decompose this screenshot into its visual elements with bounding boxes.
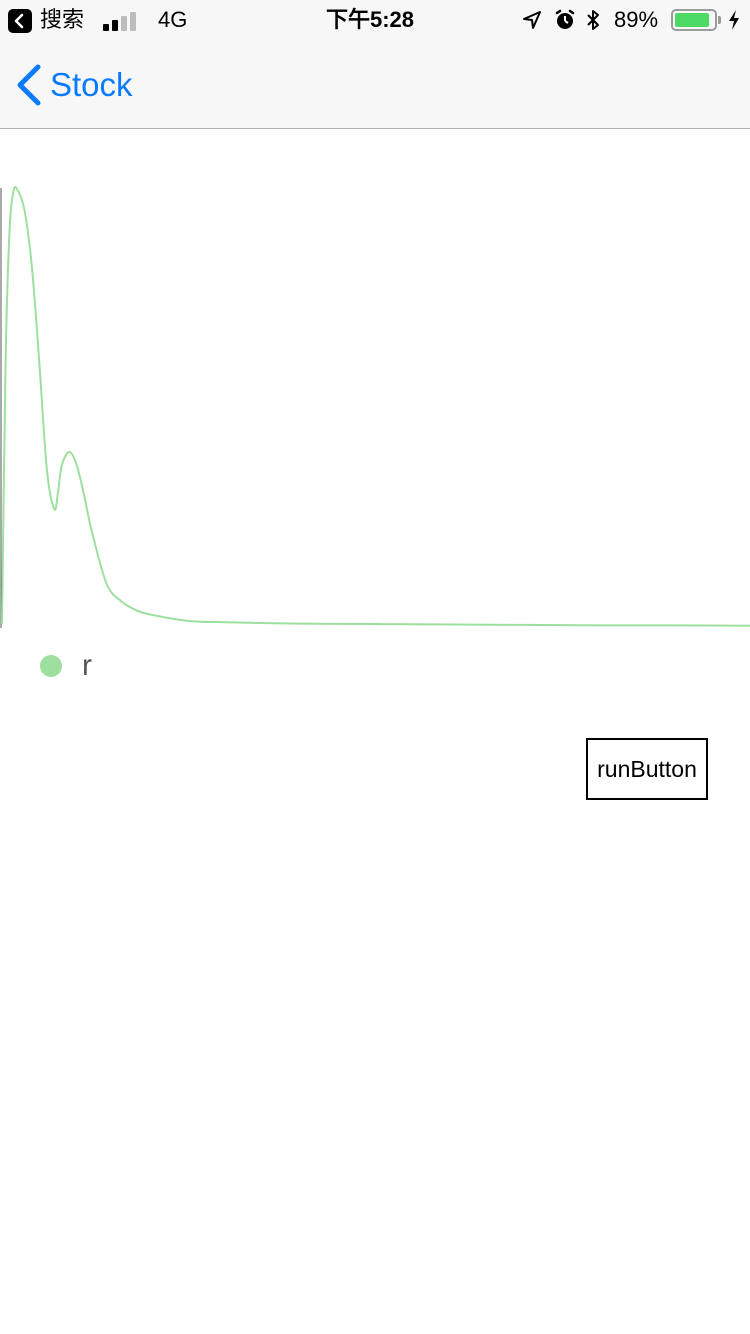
back-app-label[interactable]: 搜索 — [40, 7, 85, 32]
legend-label: r — [82, 649, 92, 682]
line-chart — [0, 130, 750, 700]
back-button[interactable]: Stock — [14, 62, 133, 108]
legend-swatch — [40, 655, 62, 677]
charging-icon — [729, 10, 739, 30]
alarm-icon — [555, 9, 575, 29]
battery-cap — [718, 16, 721, 24]
carrier-label: 4G — [158, 7, 188, 32]
navigation-bar: Stock — [0, 40, 750, 129]
bluetooth-icon — [587, 10, 599, 30]
location-icon — [523, 11, 541, 29]
series-line-r — [1, 185, 750, 627]
signal-icon — [103, 11, 139, 31]
status-time: 下午5:28 — [326, 7, 415, 32]
chart-canvas — [0, 185, 750, 628]
status-bar: 搜索 4G 下午5:28 89% — [0, 0, 750, 40]
chevron-left-icon — [17, 64, 41, 106]
back-button-label: Stock — [50, 66, 133, 103]
run-button[interactable]: runButton — [586, 738, 708, 800]
battery-icon — [671, 9, 717, 31]
battery-percent: 89% — [614, 7, 659, 32]
chart-legend: r — [40, 648, 92, 684]
back-app-icon[interactable] — [8, 9, 32, 33]
